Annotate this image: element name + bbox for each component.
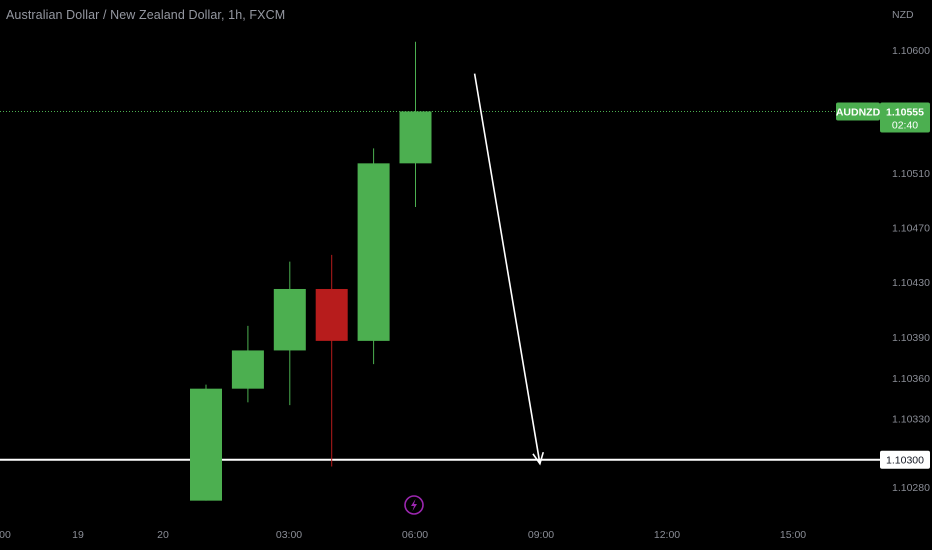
candle[interactable] — [399, 41, 432, 208]
candle-body — [357, 163, 390, 341]
candle[interactable] — [315, 254, 348, 467]
x-tick-label: 09:00 — [528, 529, 554, 541]
y-tick-label: 1.10600 — [892, 45, 930, 57]
drawn-arrow[interactable] — [473, 73, 545, 466]
arrow-head — [532, 451, 545, 466]
x-tick-label: 19 — [72, 529, 84, 541]
y-tick-label: 1.10360 — [892, 373, 930, 385]
y-tick-label: 1.10330 — [892, 414, 930, 426]
time-axis[interactable]: 00 19 20 03:00 06:00 09:00 12:00 15:00 — [0, 520, 932, 550]
y-tick-label: 1.10280 — [892, 482, 930, 494]
x-tick-label: 06:00 — [402, 529, 428, 541]
currency-label: NZD — [892, 9, 914, 21]
x-tick-label: 12:00 — [654, 529, 680, 541]
candle[interactable] — [273, 261, 306, 406]
last-price-value: 1.10555 — [886, 106, 924, 118]
horizontal-line-label: 1.10300 — [886, 455, 924, 467]
lightning-icon[interactable] — [404, 495, 424, 515]
horizontal-line-badge — [880, 450, 930, 469]
x-tick-label: 15:00 — [780, 529, 806, 541]
candle-body — [273, 288, 306, 351]
x-tick-label: 20 — [157, 529, 169, 541]
candle[interactable] — [357, 148, 390, 365]
candle-countdown: 02:40 — [892, 119, 918, 131]
candle-body — [190, 388, 222, 501]
candle-body — [315, 288, 348, 341]
y-tick-label: 1.10430 — [892, 277, 930, 289]
candle[interactable] — [231, 325, 264, 403]
y-tick-label: 1.10510 — [892, 168, 930, 180]
y-tick-label: 1.10470 — [892, 223, 930, 235]
symbol-label: AUDNZD — [836, 106, 881, 118]
x-tick-label: 03:00 — [276, 529, 302, 541]
candle-body — [399, 111, 432, 164]
candle-body — [231, 350, 264, 389]
x-tick-label: 00 — [0, 529, 11, 541]
candle-series[interactable] — [190, 41, 432, 501]
chart-title: Australian Dollar / New Zealand Dollar, … — [6, 8, 286, 22]
candle[interactable] — [190, 384, 222, 501]
y-tick-label: 1.10390 — [892, 332, 930, 344]
